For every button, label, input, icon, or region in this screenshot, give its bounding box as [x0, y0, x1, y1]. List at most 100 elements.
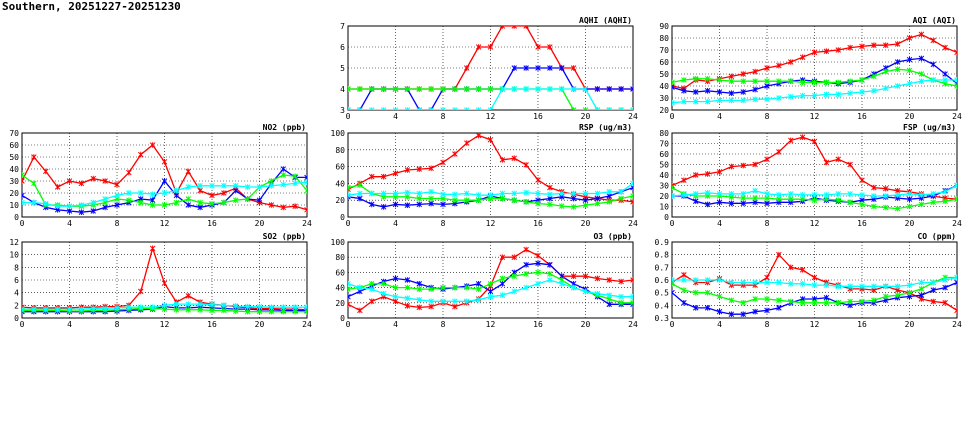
- data-point-green: [704, 289, 711, 296]
- data-point-blue: [728, 90, 735, 96]
- data-point-green: [463, 86, 470, 92]
- x-tick-label: 8: [441, 112, 446, 121]
- chart-title: AQHI (AQHI): [579, 16, 632, 25]
- data-point-blue: [594, 195, 601, 202]
- data-point-cyan: [221, 302, 227, 309]
- y-tick-label: 40: [335, 284, 345, 293]
- data-point-cyan: [280, 181, 287, 188]
- data-point-green: [197, 306, 203, 313]
- data-point-green: [811, 197, 818, 203]
- series-group: [348, 26, 633, 110]
- data-point-blue: [547, 262, 553, 268]
- x-tick-label: 20: [255, 219, 265, 228]
- data-point-cyan: [440, 107, 446, 110]
- data-point-cyan: [173, 301, 180, 307]
- data-point-cyan: [475, 107, 482, 110]
- data-point-red: [185, 293, 192, 299]
- data-point-red: [672, 182, 675, 189]
- data-point-cyan: [428, 189, 434, 195]
- data-point-red: [161, 159, 168, 165]
- data-point-cyan: [630, 180, 633, 187]
- data-point-red: [304, 207, 307, 213]
- y-tick-label: 20: [335, 299, 345, 308]
- data-point-red: [582, 273, 589, 279]
- x-tick-label: 8: [765, 112, 770, 121]
- data-point-green: [452, 284, 458, 291]
- x-tick-label: 4: [717, 219, 722, 228]
- data-point-red: [114, 181, 120, 188]
- data-point-cyan: [280, 304, 287, 311]
- x-tick-label: 0: [20, 320, 25, 329]
- data-point-green: [692, 76, 699, 82]
- data-point-red: [268, 202, 275, 208]
- x-tick-label: 4: [393, 112, 398, 121]
- data-point-red: [535, 177, 541, 183]
- data-point-cyan: [499, 86, 506, 92]
- data-point-cyan: [618, 189, 624, 195]
- data-point-blue: [570, 195, 577, 202]
- data-point-green: [280, 172, 287, 178]
- data-point-cyan: [930, 191, 937, 197]
- series-group: [672, 31, 957, 106]
- data-point-green: [440, 86, 446, 92]
- y-tick-label: 70: [659, 46, 669, 55]
- data-point-cyan: [404, 107, 411, 110]
- data-point-cyan: [716, 97, 723, 104]
- x-tick-label: 4: [393, 320, 398, 329]
- data-point-red: [811, 49, 818, 56]
- y-tick-label: 0: [664, 213, 669, 222]
- data-point-cyan: [582, 190, 589, 197]
- series-group: [22, 142, 307, 215]
- data-point-green: [787, 78, 794, 84]
- data-point-green: [221, 307, 227, 314]
- x-tick-label: 24: [302, 219, 312, 228]
- data-point-red: [811, 138, 818, 145]
- x-tick-label: 16: [533, 320, 543, 329]
- data-point-red: [787, 264, 794, 271]
- data-point-blue: [906, 196, 913, 202]
- data-point-red: [764, 274, 770, 281]
- data-point-cyan: [859, 89, 865, 95]
- data-point-cyan: [672, 100, 675, 106]
- data-point-red: [137, 151, 144, 158]
- data-point-green: [847, 298, 853, 305]
- data-point-green: [416, 86, 423, 92]
- y-tick-label: 7: [340, 22, 345, 31]
- x-tick-label: 24: [952, 219, 962, 228]
- y-tick-label: 80: [335, 253, 345, 262]
- data-point-cyan: [348, 192, 351, 198]
- data-point-cyan: [348, 281, 351, 287]
- data-point-red: [882, 185, 889, 192]
- data-point-green: [173, 199, 180, 206]
- data-point-red: [452, 151, 458, 157]
- data-point-cyan: [22, 199, 25, 206]
- data-point-cyan: [728, 191, 735, 197]
- data-point-red: [835, 47, 842, 53]
- data-point-blue: [499, 281, 506, 287]
- x-tick-label: 4: [717, 112, 722, 121]
- data-point-blue: [942, 284, 948, 291]
- series-group: [348, 133, 633, 210]
- data-point-blue: [681, 88, 687, 94]
- data-point-cyan: [882, 283, 889, 290]
- data-point-green: [681, 287, 687, 293]
- data-point-cyan: [606, 107, 613, 110]
- data-point-blue: [558, 65, 565, 71]
- data-point-cyan: [799, 192, 806, 198]
- data-point-red: [906, 35, 913, 41]
- y-tick-label: 80: [659, 34, 669, 43]
- y-tick-label: 10: [9, 201, 19, 210]
- data-point-green: [404, 284, 411, 291]
- x-tick-label: 12: [486, 219, 496, 228]
- data-point-cyan: [764, 191, 770, 197]
- data-point-cyan: [304, 304, 307, 311]
- x-tick-label: 12: [486, 112, 496, 121]
- data-point-green: [630, 300, 633, 306]
- y-tick-label: 5: [340, 64, 345, 73]
- data-point-green: [268, 178, 275, 184]
- data-point-cyan: [499, 292, 506, 298]
- data-point-red: [871, 184, 877, 191]
- data-point-green: [292, 173, 298, 179]
